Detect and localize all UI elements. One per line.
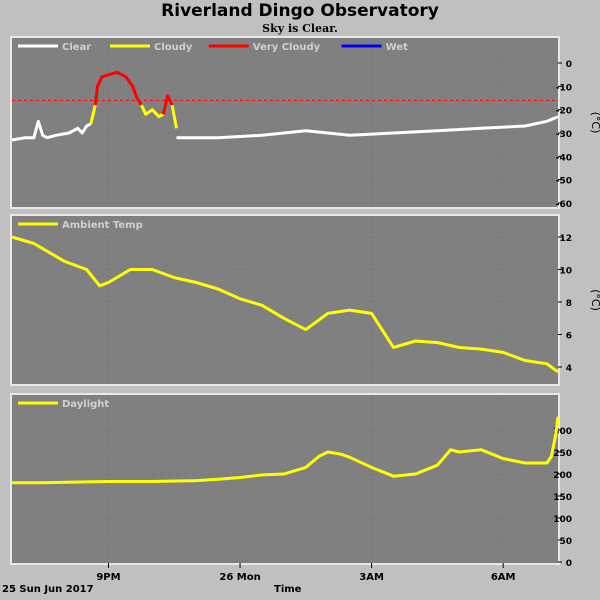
legend-label: Daylight	[62, 399, 109, 410]
series-line-cloudy	[89, 104, 97, 125]
y-unit-label: (°C)	[589, 289, 600, 311]
y-tick-label: 150	[553, 493, 572, 503]
y-tick-label: 12	[559, 234, 572, 244]
y-tick-label: 4	[566, 364, 572, 374]
x-tick-label: 9PM	[96, 572, 120, 583]
y-unit-label: (°C)	[589, 112, 600, 134]
legend-label: Very Cloudy	[253, 42, 321, 53]
series-line-very-cloudy	[161, 94, 174, 115]
y-tick-label: 10	[559, 267, 572, 277]
x-tick-label: 3AM	[359, 572, 384, 583]
y-tick-label: -40	[556, 153, 572, 163]
x-tick-label: 6AM	[491, 572, 516, 583]
date-label: 25 Sun Jun 2017	[2, 584, 94, 595]
legend-label: Wet	[386, 42, 408, 53]
series-line-clear	[176, 115, 559, 140]
series-line-cloudy	[140, 104, 165, 119]
legend-label: Clear	[62, 42, 91, 53]
plot-panel	[12, 38, 558, 207]
y-tick-label: 0	[566, 559, 572, 569]
series-line-very-cloudy	[93, 70, 143, 106]
y-tick-label: -10	[556, 83, 572, 93]
y-tick-label: 200	[553, 471, 572, 481]
y-tick-label: 300	[553, 427, 572, 437]
legend-label: Ambient Temp	[62, 220, 143, 231]
y-tick-label: -50	[556, 177, 572, 187]
y-tick-label: 250	[553, 449, 572, 459]
series-line-ambient-temp	[11, 235, 559, 374]
sky-status: Sky is Clear.	[262, 22, 338, 35]
y-tick-label: 8	[566, 299, 572, 309]
series-line-clear	[11, 119, 92, 142]
y-tick-label: -30	[556, 130, 572, 140]
y-tick-label: 100	[553, 515, 572, 525]
y-tick-label: 0	[566, 60, 572, 70]
x-axis-title: Time	[274, 584, 302, 595]
y-tick-label: 6	[566, 332, 572, 342]
y-tick-label: 50	[559, 537, 572, 547]
y-tick-label: -60	[556, 200, 572, 210]
series-line-daylight	[12, 416, 560, 485]
x-tick-label: 26 Mon	[219, 572, 260, 583]
page-title: Riverland Dingo Observatory	[161, 1, 439, 21]
plot-panel	[12, 395, 558, 563]
legend-label: Cloudy	[154, 42, 193, 53]
y-tick-label: -20	[556, 107, 572, 117]
series-line-cloudy	[170, 104, 178, 129]
plot-panel	[12, 216, 558, 384]
